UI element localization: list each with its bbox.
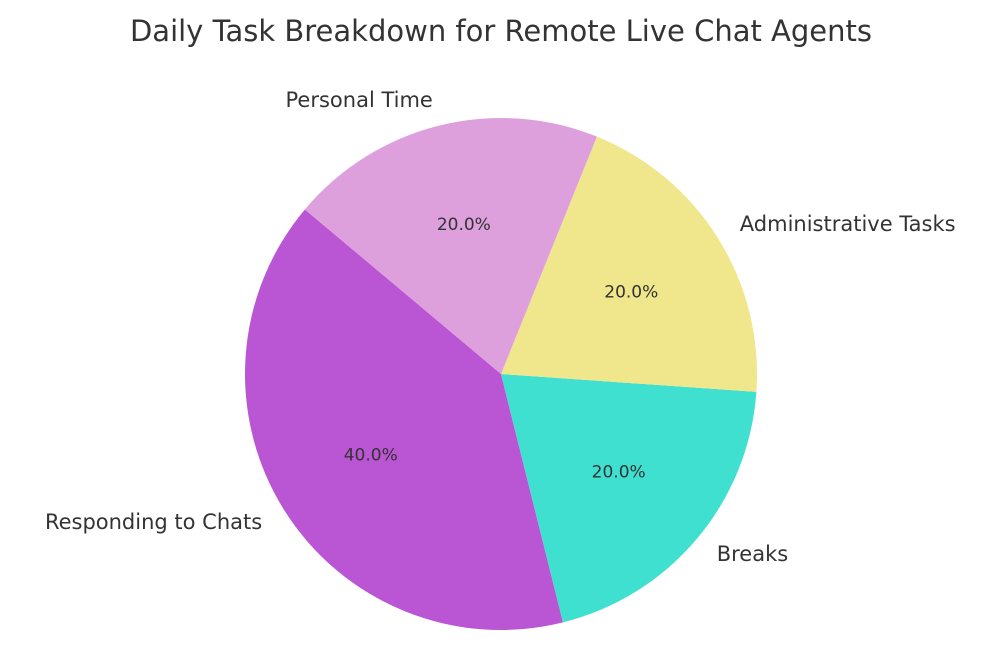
slice-label: Personal Time — [286, 88, 433, 112]
slice-label: Breaks — [717, 542, 788, 566]
chart-title: Daily Task Breakdown for Remote Live Cha… — [130, 14, 872, 48]
value-label: 20.0% — [604, 283, 658, 303]
pie-slice — [244, 209, 563, 630]
slice-label: Responding to Chats — [45, 510, 262, 534]
value-label: 40.0% — [344, 445, 398, 465]
slice-label: Administrative Tasks — [740, 212, 956, 236]
value-label: 20.0% — [592, 463, 646, 483]
pie-slice — [501, 136, 757, 392]
pie-slice — [304, 117, 597, 374]
value-label: 20.0% — [437, 215, 491, 235]
pie-slice — [501, 374, 757, 623]
